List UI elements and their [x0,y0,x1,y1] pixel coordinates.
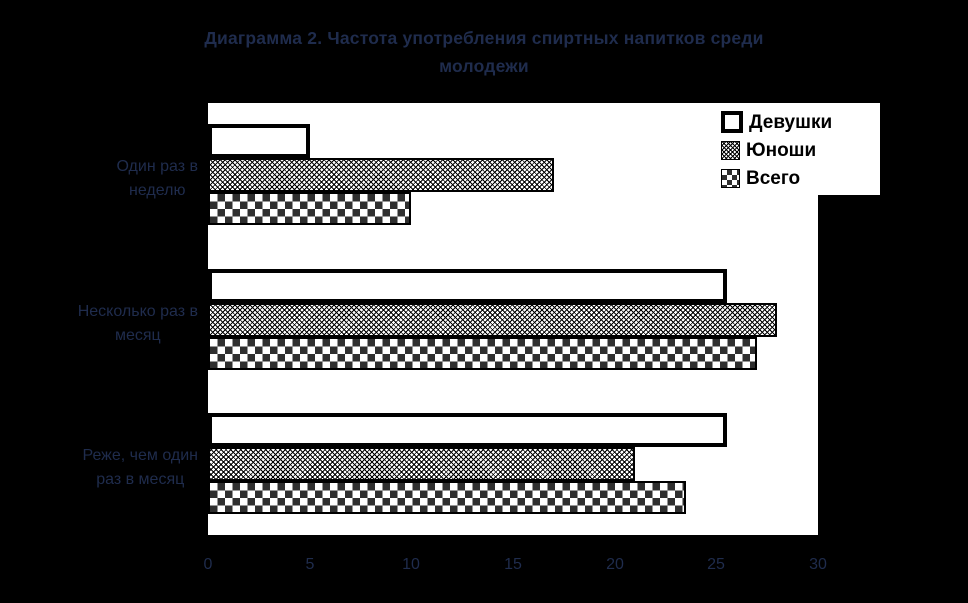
legend-swatch-checker-icon [721,168,740,188]
x-tick-label-5: 5 [305,556,315,573]
chart-title: Диаграмма 2. Частота употребления спиртн… [0,24,968,80]
bar-2-0 [208,192,411,225]
bar-1-1 [208,303,777,337]
x-tick-label-15: 15 [504,556,522,573]
legend: Девушки Юноши Всего [698,103,880,195]
legend-item-yunoshi: Юноши [721,136,880,164]
x-tick-label-30: 30 [809,556,827,573]
x-tick-label-0: 0 [203,556,213,573]
x-axis-line [206,535,819,537]
legend-item-vsego: Всего [721,164,880,192]
x-tick-label-20: 20 [606,556,624,573]
category-label-2: Реже, чем один раз в месяц [82,447,198,488]
bar-0-2 [208,413,727,447]
legend-item-devushki: Девушки [721,108,880,136]
bar-1-0 [208,158,554,192]
legend-swatch-white-icon [721,111,743,133]
bar-0-0 [208,124,310,158]
category-label-0: Один раз в неделю [116,158,198,199]
bar-2-2 [208,481,686,514]
category-label-1: Несколько раз в месяц [77,303,198,344]
y-axis-line [206,103,208,537]
legend-label: Юноши [746,139,817,161]
x-tick-label-25: 25 [707,556,725,573]
chart-title-line-2: молодежи [439,56,529,76]
legend-label: Всего [746,167,801,189]
x-tick-label-10: 10 [402,556,420,573]
bar-0-1 [208,269,727,303]
bar-2-1 [208,337,757,370]
legend-swatch-fine-hatch-icon [721,140,740,160]
bar-1-2 [208,447,635,481]
legend-label: Девушки [749,111,833,133]
chart-title-line-1: Диаграмма 2. Частота употребления спиртн… [204,28,764,48]
